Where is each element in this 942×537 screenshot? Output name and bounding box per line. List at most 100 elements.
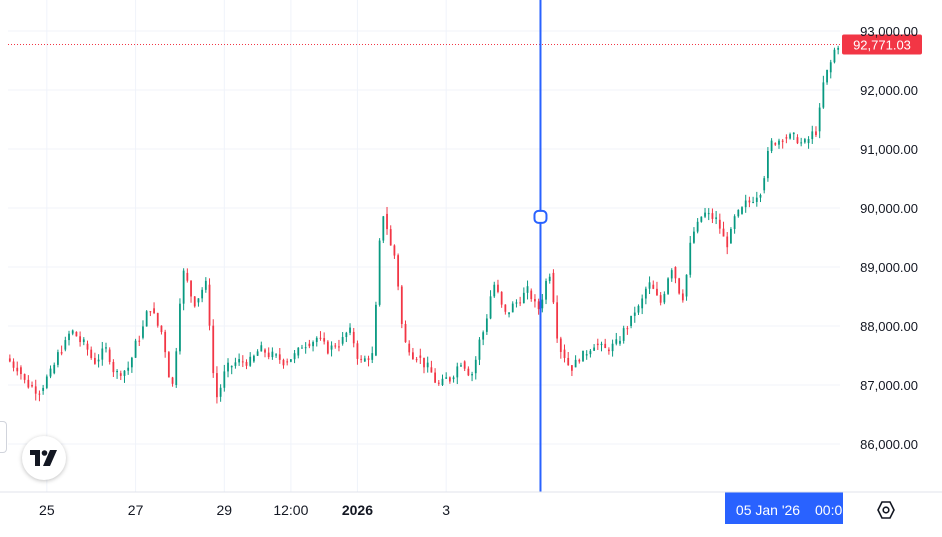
crosshair-handle[interactable] [533,209,548,224]
time-tick-label: 2026 [342,502,373,518]
time-axis[interactable]: 25 27 29 12:00 2026 3 [0,491,942,518]
chart-grid [8,0,840,492]
candle-body [563,349,566,358]
candle-body [90,349,93,358]
candle-body [619,340,621,344]
price-tick-label: 88,000.00 [860,319,918,334]
candle-body [759,194,762,198]
time-tick-label: 3 [442,502,450,518]
candle-body [781,140,784,142]
price-tick-label: 93,000.00 [860,24,918,39]
candle-body [404,323,407,343]
candle-body [108,349,111,362]
candle-body [748,200,751,203]
time-tick-label: 27 [128,502,144,518]
candle-body [175,351,178,385]
candle-body [234,362,237,366]
candle-body [585,354,588,356]
candle-body [378,240,381,305]
candle-body [423,357,425,368]
candle-body [604,343,607,349]
candle-body [803,139,806,143]
candle-body [500,291,503,305]
candle-body [153,308,155,314]
candle-body [393,245,396,256]
candle-body [622,328,625,341]
candle-body [304,347,307,349]
candle-body [596,343,599,346]
last-price-line: 92,771.03 [8,34,922,55]
candle-body [156,313,159,326]
candle-body [49,368,52,377]
candle-body [319,337,322,339]
chart-settings-button[interactable] [874,498,898,522]
candle-body [356,343,359,359]
candle-body [315,337,318,343]
candle-body [219,387,222,397]
candle-body [8,358,11,362]
candle-body [31,385,33,387]
candle-body [789,134,791,139]
candle-body [726,236,729,248]
price-tick-label: 86,000.00 [860,437,918,452]
candle-body [20,367,22,375]
candle-body [733,216,736,230]
candle-body [260,345,263,352]
candle-body [722,228,725,237]
candle-body [715,217,718,219]
candle-body [297,347,300,356]
candle-body [670,270,673,279]
candle-body [334,345,337,347]
candle-body [689,242,692,275]
candle-body [245,361,248,366]
candle-body [264,349,266,353]
candle-body [212,325,215,374]
candle-body [326,341,329,354]
candle-body [456,366,459,378]
candle-body [193,296,196,307]
candle-body [707,213,710,215]
candle-body [630,315,632,326]
candle-body [116,370,118,373]
scroll-handle[interactable] [0,421,7,453]
candle-body [796,137,799,144]
candle-body [448,377,451,382]
price-axis[interactable]: 93,000.00 92,000.00 91,000.00 90,000.00 89,0… [860,24,918,452]
candle-body [101,348,104,360]
candle-body [571,365,573,371]
time-tick-label: 25 [39,502,55,518]
crosshair-time-label: 05 Jan '26 [736,502,800,518]
time-tick-label: 29 [217,502,233,518]
candle-body [508,312,510,315]
candle-body [134,340,137,358]
candle-body [286,361,289,363]
candle-body [696,221,699,232]
candle-body [23,374,26,380]
candle-body [681,293,684,301]
candle-body [704,212,706,217]
candle-body [485,318,488,332]
tradingview-logo[interactable] [22,436,66,480]
candle-body [145,311,148,327]
candle-body [382,216,385,241]
crosshair: 05 Jan '26 00:0 [533,0,843,524]
candle-body [64,340,67,350]
candle-body [674,267,677,279]
candle-body [615,339,618,344]
candle-body [678,278,681,294]
candle-body [371,353,374,360]
price-tick-label: 90,000.00 [860,201,918,216]
candle-body [437,382,440,384]
candle-body [537,301,540,310]
candle-body [693,231,695,243]
candle-body [685,274,688,297]
last-price-badge [842,34,922,55]
candle-body [186,272,189,281]
candle-body [45,376,48,388]
candle-body [230,365,233,368]
candle-body [826,69,828,83]
candle-body [667,278,669,294]
candle-body [837,47,840,50]
